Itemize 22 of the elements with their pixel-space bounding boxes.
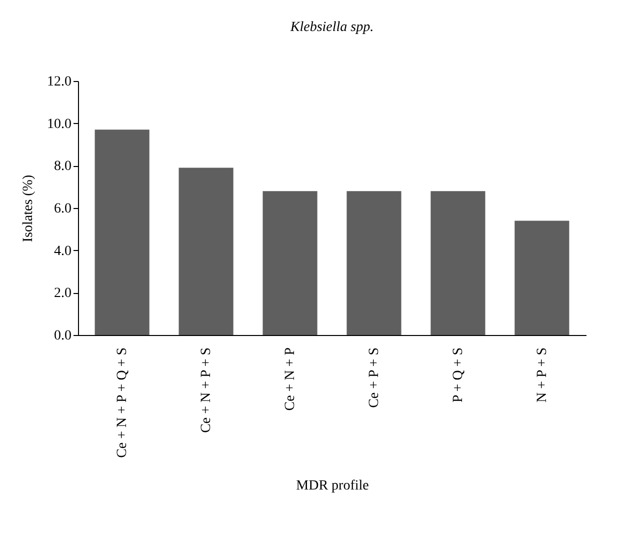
y-axis-title: Isolates (%) bbox=[21, 174, 36, 242]
x-tick-label: Ce + P + S bbox=[366, 348, 382, 408]
bar bbox=[430, 191, 486, 335]
x-tick-label: Ce + N + P + S bbox=[199, 348, 214, 433]
bar bbox=[178, 168, 234, 335]
y-tick-label: 10.0 bbox=[47, 116, 72, 132]
bar bbox=[262, 191, 318, 335]
y-tick-label: 4.0 bbox=[54, 244, 72, 259]
bar bbox=[514, 220, 570, 335]
x-tick-label: Ce + N + P bbox=[283, 347, 298, 411]
bar bbox=[94, 130, 150, 335]
x-tick-label: N + P + S bbox=[534, 348, 550, 402]
x-tick-label: P + Q + S bbox=[450, 348, 466, 402]
bar bbox=[346, 191, 402, 335]
y-tick-label: 6.0 bbox=[54, 202, 72, 216]
x-tick-label: Ce + N + P + Q + S bbox=[115, 348, 130, 458]
y-tick-label: 2.0 bbox=[54, 286, 72, 302]
y-tick-label: 8.0 bbox=[54, 159, 72, 174]
x-axis-title: MDR profile bbox=[296, 478, 369, 494]
y-tick-label: 0.0 bbox=[54, 328, 72, 344]
chart-title: Klebsiella spp. bbox=[289, 20, 374, 35]
y-tick-label: 12.0 bbox=[47, 74, 72, 90]
